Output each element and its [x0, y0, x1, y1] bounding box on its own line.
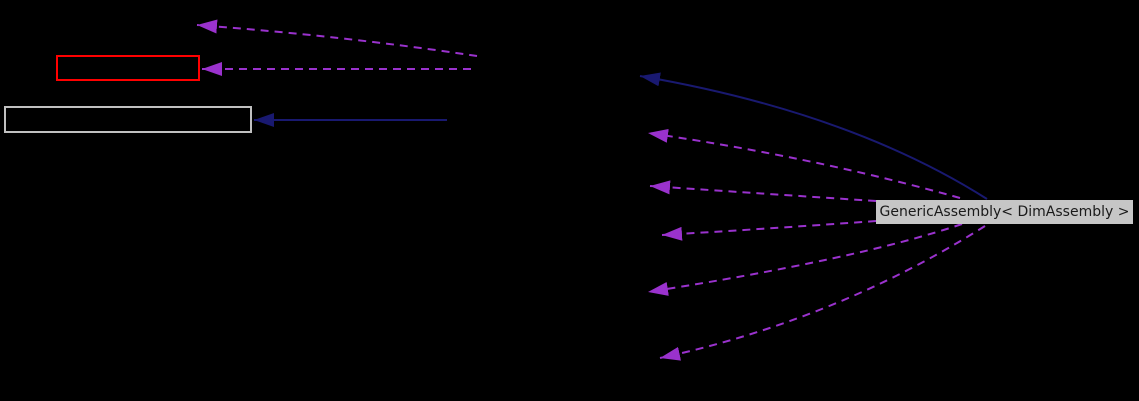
- current-node: GenericAssembly< DimAssembly >: [876, 200, 1133, 224]
- external-node[interactable]: [4, 106, 252, 133]
- usage-edge-mid-2: [649, 180, 877, 202]
- usage-edge-mid-1: [647, 128, 961, 199]
- usage-edge-mid-3: [661, 220, 877, 241]
- truncated-node[interactable]: [56, 55, 200, 81]
- inheritance-edge-curved: [639, 72, 988, 200]
- usage-edge-mid-5: [659, 225, 986, 361]
- current-node-label: GenericAssembly< DimAssembly >: [879, 204, 1130, 220]
- usage-edge-top-1: [196, 19, 478, 57]
- usage-edge-mid-4: [647, 223, 963, 296]
